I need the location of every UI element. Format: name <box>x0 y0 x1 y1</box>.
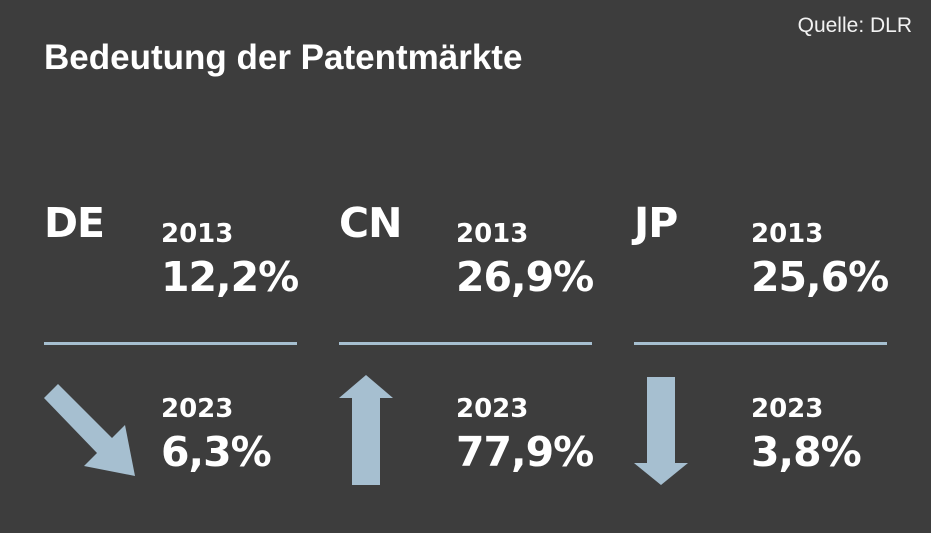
country-code: JP <box>634 199 678 247</box>
year-label-end: 2023 <box>456 394 529 424</box>
year-label-start: 2013 <box>161 219 234 249</box>
share-value-start: 26,9% <box>456 253 594 301</box>
country-code: CN <box>339 199 402 247</box>
year-label-start: 2013 <box>751 219 824 249</box>
chart-title: Bedeutung der Patentmärkte <box>44 38 523 77</box>
share-value-start: 12,2% <box>161 253 299 301</box>
divider-line <box>634 342 887 345</box>
country-panel-jp: JP 2013 25,6% 2023 3,8% <box>634 0 889 533</box>
year-label-start: 2013 <box>456 219 529 249</box>
arrow-up-icon <box>339 375 393 485</box>
share-value-end: 77,9% <box>456 428 594 476</box>
divider-line <box>44 342 297 345</box>
divider-line <box>339 342 592 345</box>
country-panel-cn: CN 2013 26,9% 2023 77,9% <box>339 0 594 533</box>
country-panel-de: DE 2013 12,2% 2023 6,3% <box>44 0 299 533</box>
arrow-down-right-icon <box>44 384 135 476</box>
source-note: Quelle: DLR <box>797 14 912 37</box>
country-code: DE <box>44 199 105 247</box>
share-value-end: 6,3% <box>161 428 272 476</box>
share-value-start: 25,6% <box>751 253 889 301</box>
share-value-end: 3,8% <box>751 428 862 476</box>
year-label-end: 2023 <box>161 394 234 424</box>
year-label-end: 2023 <box>751 394 824 424</box>
arrow-down-icon <box>634 377 688 485</box>
